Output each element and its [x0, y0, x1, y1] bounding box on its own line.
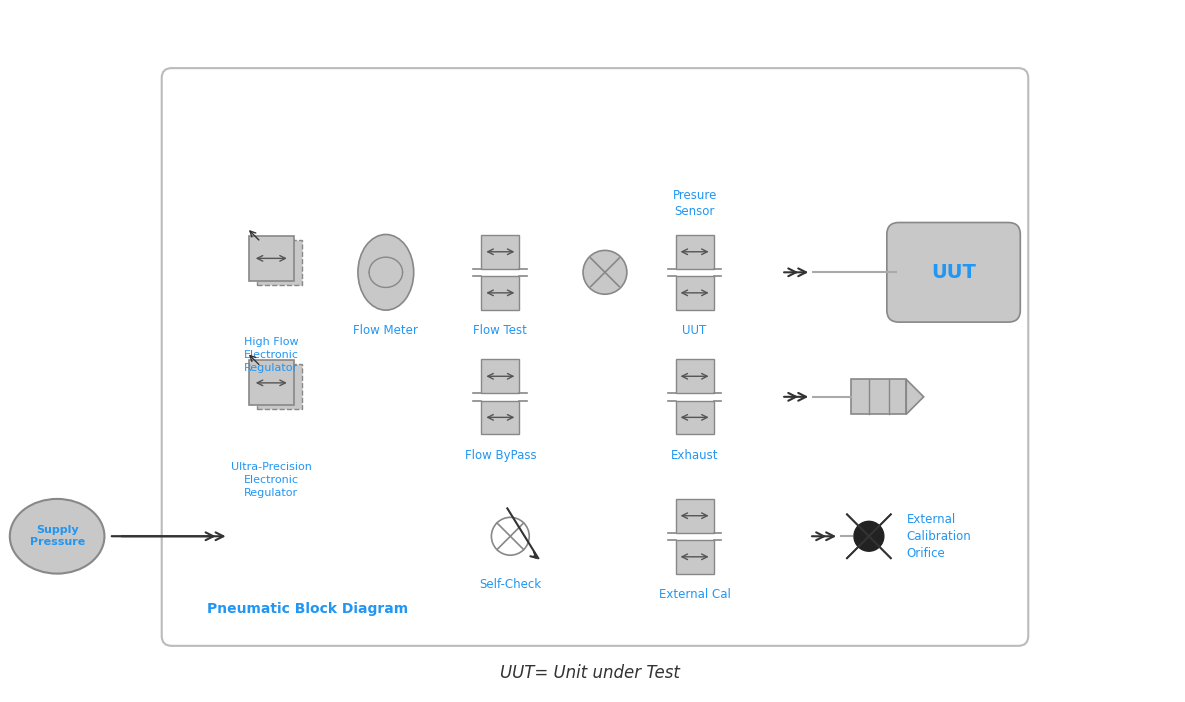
Text: Exhaust: Exhaust — [671, 449, 718, 462]
Text: Flow Test: Flow Test — [474, 324, 527, 337]
FancyBboxPatch shape — [161, 68, 1029, 646]
Text: UUT= Unit under Test: UUT= Unit under Test — [500, 663, 680, 682]
FancyBboxPatch shape — [249, 236, 294, 281]
Text: External
Calibration
Orifice: External Calibration Orifice — [907, 512, 972, 559]
FancyBboxPatch shape — [249, 360, 294, 405]
Text: Flow ByPass: Flow ByPass — [465, 449, 536, 462]
FancyBboxPatch shape — [675, 499, 713, 533]
Circle shape — [854, 522, 884, 551]
Text: Pneumatic Block Diagram: Pneumatic Block Diagram — [206, 602, 408, 616]
Text: High Flow
Electronic
Regulator: High Flow Electronic Regulator — [244, 337, 299, 373]
Text: Self-Check: Self-Check — [479, 578, 542, 591]
FancyBboxPatch shape — [675, 401, 713, 434]
FancyBboxPatch shape — [886, 223, 1020, 322]
Text: Supply
Pressure: Supply Pressure — [30, 526, 85, 547]
Text: Presure
Sensor: Presure Sensor — [672, 189, 717, 218]
FancyBboxPatch shape — [675, 359, 713, 393]
Ellipse shape — [358, 234, 414, 310]
FancyBboxPatch shape — [675, 276, 713, 310]
FancyBboxPatch shape — [481, 359, 519, 393]
Text: External Cal: External Cal — [659, 588, 730, 601]
FancyBboxPatch shape — [481, 401, 519, 434]
FancyBboxPatch shape — [481, 235, 519, 269]
Text: UUT: UUT — [683, 324, 706, 337]
FancyBboxPatch shape — [257, 364, 302, 409]
Text: Ultra-Precision
Electronic
Regulator: Ultra-Precision Electronic Regulator — [231, 461, 312, 498]
Circle shape — [583, 251, 627, 294]
Polygon shape — [907, 379, 923, 414]
FancyBboxPatch shape — [481, 276, 519, 310]
FancyBboxPatch shape — [257, 240, 302, 285]
FancyBboxPatch shape — [852, 379, 907, 414]
FancyBboxPatch shape — [675, 235, 713, 269]
Text: UUT: UUT — [931, 263, 976, 282]
Text: Flow Meter: Flow Meter — [353, 324, 418, 337]
FancyBboxPatch shape — [675, 540, 713, 574]
Ellipse shape — [9, 499, 104, 574]
